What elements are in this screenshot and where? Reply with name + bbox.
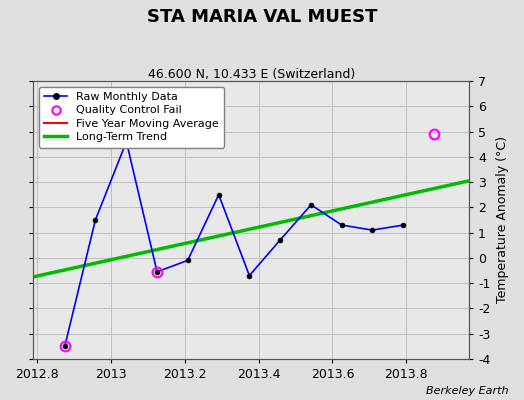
Title: 46.600 N, 10.433 E (Switzerland): 46.600 N, 10.433 E (Switzerland) [148,68,355,81]
Text: STA MARIA VAL MUEST: STA MARIA VAL MUEST [147,8,377,26]
Text: Berkeley Earth: Berkeley Earth [426,386,508,396]
Legend: Raw Monthly Data, Quality Control Fail, Five Year Moving Average, Long-Term Tren: Raw Monthly Data, Quality Control Fail, … [39,86,224,148]
Y-axis label: Temperature Anomaly (°C): Temperature Anomaly (°C) [496,136,509,304]
